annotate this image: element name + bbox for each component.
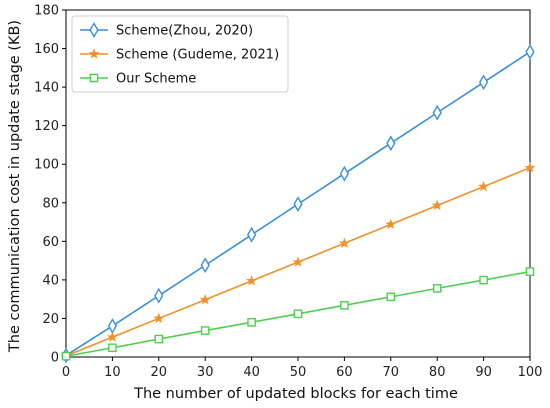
data-point (200, 326, 210, 335)
x-tick-label: 10 (104, 365, 121, 380)
data-point (386, 292, 396, 302)
x-tick-label: 90 (475, 365, 492, 380)
x-tick-label: 80 (429, 365, 446, 380)
legend-item: Our Scheme (80, 72, 196, 87)
data-point (478, 74, 489, 91)
data-point (293, 309, 303, 319)
legend-marker (88, 48, 100, 59)
x-tick-label: 40 (243, 365, 260, 380)
y-tick-label: 60 (42, 235, 59, 250)
x-tick-label: 60 (336, 365, 353, 380)
data-point (154, 334, 164, 344)
data-point (431, 199, 443, 211)
x-tick-label: 50 (290, 365, 307, 380)
legend-item: Scheme(Zhou, 2020) (80, 22, 253, 39)
y-tick-label: 0 (51, 351, 59, 366)
y-tick-label: 120 (34, 119, 59, 134)
series-layer (60, 43, 536, 364)
x-tick-label: 100 (518, 365, 543, 380)
legend-label: Our Scheme (116, 72, 196, 87)
data-point (386, 135, 396, 152)
y-tick-label: 100 (34, 158, 59, 173)
data-point (106, 331, 118, 342)
data-point (292, 256, 304, 267)
data-point (525, 267, 535, 276)
data-point (153, 312, 165, 324)
data-point (246, 226, 257, 243)
y-tick-label: 80 (42, 196, 59, 211)
x-tick-label: 70 (383, 365, 400, 380)
data-point (524, 161, 536, 173)
legend-box (71, 15, 289, 93)
y-tick-label: 160 (34, 42, 59, 57)
x-tick-label: 20 (151, 365, 168, 380)
data-point (385, 218, 397, 230)
data-point (339, 165, 350, 182)
data-point (108, 343, 117, 353)
y-axis-label: The communication cost in update stage (… (7, 20, 23, 353)
data-point (338, 237, 350, 248)
legend-label: Scheme (Gudeme, 2021) (116, 48, 279, 63)
legend-marker (89, 22, 99, 38)
data-point (247, 318, 256, 327)
series-1 (61, 43, 535, 364)
data-point (479, 275, 488, 285)
series-2 (60, 161, 536, 361)
y-tick-label: 20 (42, 312, 59, 327)
legend-item: Scheme (Gudeme, 2021) (80, 48, 279, 63)
data-point (478, 180, 490, 192)
legend-marker (89, 73, 99, 83)
data-point (154, 287, 164, 304)
x-tick-label: 0 (62, 365, 70, 380)
data-point (525, 43, 535, 60)
x-axis-label: The number of updated blocks for each ti… (133, 386, 458, 402)
legend: Scheme(Zhou, 2020) Scheme (Gudeme, 2021) O… (71, 15, 289, 93)
legend-label: Scheme(Zhou, 2020) (116, 24, 253, 39)
data-point (246, 275, 258, 286)
y-tick-label: 180 (34, 4, 59, 19)
data-point (432, 284, 442, 293)
x-tick-label: 30 (197, 365, 214, 380)
data-point (293, 196, 303, 213)
data-point (61, 351, 71, 361)
y-tick-label: 140 (34, 81, 59, 96)
data-point (199, 293, 211, 305)
data-point (200, 257, 210, 274)
data-point (432, 104, 442, 121)
x-axis: 0 10 20 30 40 50 60 70 80 90 100 (62, 357, 543, 380)
data-point (340, 301, 349, 310)
y-axis: 0 20 40 60 80 100 120 140 160 180 (34, 4, 66, 366)
series-3 (61, 267, 535, 361)
y-tick-label: 40 (42, 273, 59, 288)
